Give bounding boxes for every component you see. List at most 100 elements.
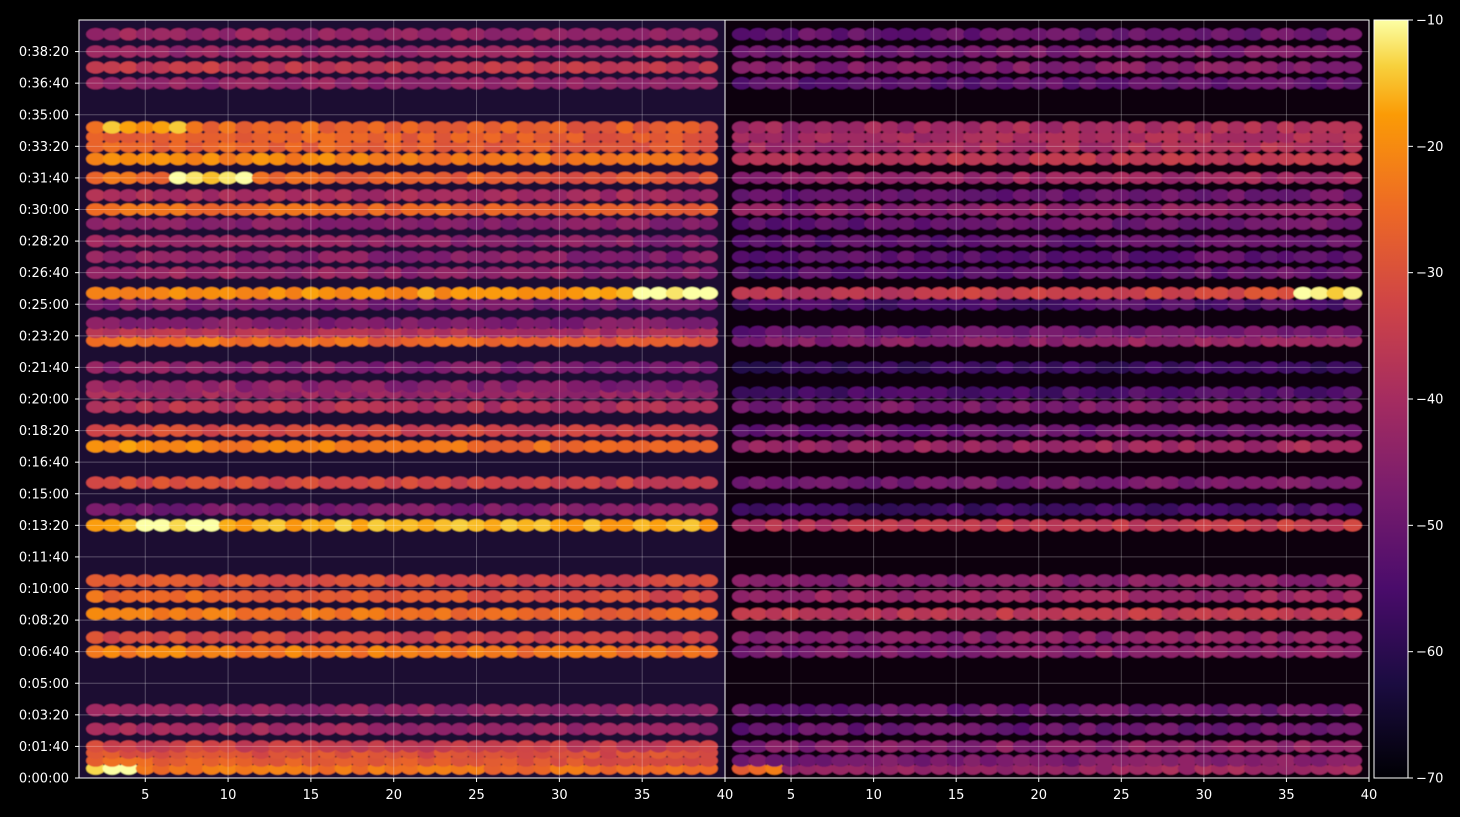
heatmap-cell — [202, 266, 221, 279]
heatmap-cell — [218, 325, 238, 339]
heatmap-cell — [698, 645, 718, 658]
heatmap-cell — [1144, 503, 1164, 516]
heatmap-cell — [533, 722, 553, 736]
heatmap-cell — [268, 740, 288, 753]
heatmap-cell — [1243, 28, 1263, 41]
heatmap-cell — [549, 121, 569, 134]
heatmap-cell — [433, 590, 453, 603]
heatmap-cell — [500, 325, 520, 339]
heatmap-cell — [847, 217, 867, 230]
heatmap-cell — [500, 203, 520, 216]
heatmap-cell — [500, 607, 520, 620]
heatmap-cell — [102, 519, 122, 532]
heatmap-cell — [483, 203, 503, 216]
heatmap-cell — [251, 287, 271, 300]
heatmap-cell — [847, 440, 867, 453]
heatmap-cell — [748, 361, 768, 374]
heatmap-cell — [168, 424, 188, 437]
heatmap-cell — [483, 590, 503, 603]
heatmap-cell — [682, 380, 702, 393]
heatmap-cell — [1012, 250, 1032, 264]
heatmap-cell — [1128, 400, 1148, 414]
heatmap-cell — [566, 45, 586, 58]
heatmap-cell — [1293, 203, 1313, 216]
heatmap-cell — [367, 334, 387, 347]
heatmap-cell — [996, 334, 1016, 347]
heatmap-cell — [334, 380, 354, 393]
heatmap-cell — [930, 45, 950, 58]
heatmap-cell — [450, 722, 470, 736]
heatmap-cell — [185, 722, 205, 736]
heatmap-cell — [765, 152, 784, 166]
heatmap-cell — [1078, 476, 1098, 489]
heatmap-cell — [1128, 607, 1148, 620]
heatmap-cell — [1078, 440, 1098, 453]
heatmap-cell — [599, 121, 619, 134]
heatmap-cell — [930, 703, 950, 717]
heatmap-cell — [284, 121, 304, 134]
heatmap-cell — [1310, 217, 1329, 230]
y-tick-label: 0:36:40 — [19, 77, 69, 92]
heatmap-cell — [748, 250, 768, 264]
heatmap-cell — [483, 250, 503, 264]
heatmap-cell — [301, 440, 321, 453]
heatmap-cell — [301, 130, 321, 144]
heatmap-cell — [930, 645, 950, 658]
y-tick-label: 0:20:00 — [19, 393, 69, 408]
heatmap-cell — [1111, 266, 1131, 279]
heatmap-cell — [831, 754, 851, 767]
heatmap-cell — [185, 130, 205, 144]
heatmap-cell — [516, 400, 536, 414]
heatmap-cell — [235, 519, 255, 532]
heatmap-cell — [284, 77, 304, 90]
heatmap-cell — [516, 380, 536, 393]
heatmap-cell — [599, 361, 619, 374]
heatmap-cell — [748, 266, 768, 279]
heatmap-cell — [732, 424, 751, 437]
heatmap-cell — [748, 590, 768, 603]
heatmap-cell — [135, 140, 155, 153]
heatmap-cell — [318, 607, 337, 620]
heatmap-cell — [632, 519, 652, 532]
heatmap-cell — [433, 61, 453, 74]
heatmap-cell — [1012, 61, 1032, 74]
heatmap-cell — [433, 334, 453, 347]
heatmap-cell — [831, 607, 851, 620]
heatmap-cell — [168, 400, 188, 414]
heatmap-cell — [1293, 171, 1313, 185]
heatmap-cell — [880, 574, 900, 587]
heatmap-cell — [301, 140, 321, 153]
heatmap-cell — [1310, 607, 1329, 620]
heatmap-cell — [1111, 61, 1131, 74]
heatmap-cell — [1045, 590, 1065, 603]
heatmap-cell — [1260, 140, 1280, 153]
heatmap-cell — [102, 631, 122, 644]
heatmap-cell — [930, 334, 950, 347]
heatmap-cell — [1111, 440, 1131, 453]
heatmap-cell — [334, 61, 354, 74]
heatmap-cell — [334, 334, 354, 347]
heatmap-cell — [1177, 703, 1197, 717]
y-tick-label: 0:00:00 — [19, 772, 69, 787]
heatmap-cell — [1111, 519, 1131, 532]
heatmap-cell — [1029, 574, 1049, 587]
heatmap-cell — [467, 574, 486, 587]
heatmap-cell — [251, 130, 271, 144]
heatmap-cell — [946, 203, 966, 216]
heatmap-cell — [1326, 298, 1346, 311]
heatmap-cell — [781, 189, 801, 202]
heatmap-cell — [963, 361, 983, 374]
heatmap-cell — [698, 28, 718, 41]
heatmap-cell — [135, 631, 155, 644]
heatmap-cell — [583, 121, 602, 134]
heatmap-cell — [897, 203, 917, 216]
heatmap-cell — [384, 152, 404, 166]
heatmap-cell — [1078, 152, 1098, 166]
heatmap-cell — [1029, 171, 1049, 185]
heatmap-cell — [417, 574, 437, 587]
heatmap-cell — [798, 28, 818, 41]
heatmap-cell — [202, 590, 221, 603]
heatmap-cell — [135, 590, 155, 603]
heatmap-cell — [450, 631, 470, 644]
heatmap-cell — [1276, 234, 1296, 248]
